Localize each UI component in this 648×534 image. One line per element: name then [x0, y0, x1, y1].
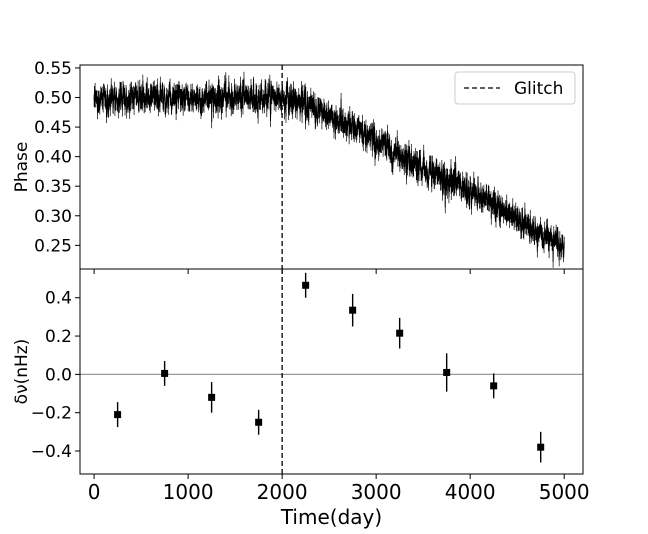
delta-nu-point: [208, 393, 216, 401]
phase-y-tick-label: 0.55: [34, 59, 72, 79]
phase-y-tick-label: 0.40: [34, 148, 72, 168]
delta-nu-point: [161, 369, 169, 377]
delta-nu-point: [255, 418, 263, 426]
time-x-tick-label: 2000: [257, 480, 308, 504]
phase-data: [93, 71, 565, 268]
phase-y-ticks: 0.25 0.30 0.35 0.40 0.45 0.50 0.55: [34, 59, 80, 256]
delta-nu-y-tick-label: 0.4: [45, 289, 72, 309]
delta-nu-y-tick-label: −0.4: [31, 442, 72, 462]
time-x-tick-label: 0: [88, 480, 101, 504]
phase-y-tick-label: 0.30: [34, 207, 72, 227]
delta-nu-point: [396, 329, 404, 337]
time-x-tick-label: 5000: [539, 480, 590, 504]
phase-y-tick-label: 0.25: [34, 236, 72, 256]
delta-nu-y-ticks: −0.4 −0.2 0.0 0.2 0.4: [31, 289, 80, 462]
time-x-tick-label: 1000: [163, 480, 214, 504]
legend-box: [454, 71, 576, 105]
phase-panel: 0.25 0.30 0.35 0.40 0.45 0.50 0.55 Phase Glitc…: [12, 59, 584, 274]
delta-nu-axis-label: δν(nHz): [12, 339, 32, 405]
delta-nu-point: [537, 443, 545, 451]
legend-glitch-label: Glitch: [514, 79, 563, 99]
delta-nu-panel: −0.4−0.20.00.20.4 0 1000 2000 3000 4000 5000 …: [12, 268, 590, 529]
phase-x-ticks: [93, 269, 565, 274]
phase-axis-label: Phase: [12, 142, 32, 193]
delta-nu-data: [114, 272, 545, 463]
phase-y-tick-label: 0.35: [34, 177, 72, 197]
phase-y-tick-label: 0.50: [34, 89, 72, 109]
phase-y-tick-label: 0.45: [34, 118, 72, 138]
delta-nu-y-tick-label: 0.0: [45, 365, 72, 385]
delta-nu-point: [349, 306, 357, 314]
delta-nu-point: [302, 281, 310, 289]
delta-nu-point: [443, 368, 451, 376]
delta-nu-x-ticks: 0 1000 2000 3000 4000 5000: [88, 474, 590, 504]
delta-nu-y-tick-label: −0.2: [31, 404, 72, 424]
time-x-tick-label: 3000: [351, 480, 402, 504]
delta-nu-point: [490, 382, 498, 390]
delta-nu-point: [114, 411, 122, 419]
legend: Glitch: [454, 71, 576, 105]
time-x-tick-label: 4000: [445, 480, 496, 504]
time-axis-label: Time(day): [280, 505, 382, 529]
delta-nu-y-tick-label: 0.2: [45, 327, 72, 347]
delta-nu-frame: [79, 268, 584, 475]
phase-series: [93, 77, 565, 263]
